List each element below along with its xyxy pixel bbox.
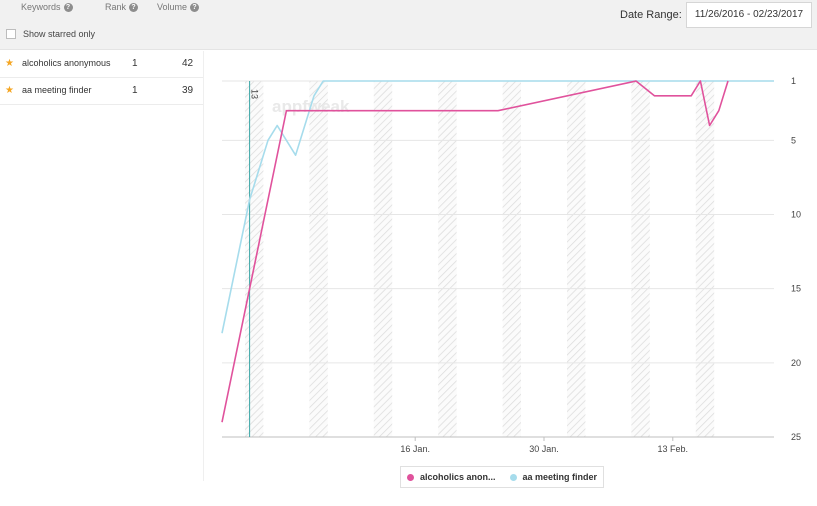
weekend-band — [695, 81, 715, 437]
column-header-rank[interactable]: Rank ? — [105, 2, 139, 12]
y-tick-label: 20 — [791, 358, 801, 368]
legend-label: alcoholics anon... — [420, 472, 496, 482]
x-tick-label: 16 Jan. — [400, 444, 430, 454]
keyword-text: alcoholics anonymous — [22, 58, 111, 68]
star-icon[interactable]: ★ — [5, 58, 14, 69]
column-header-keywords-label: Keywords — [21, 2, 61, 12]
panel-divider — [203, 51, 204, 481]
weekend-band — [309, 81, 328, 437]
date-range-label: Date Range: — [620, 9, 682, 21]
show-starred-label[interactable]: Show starred only — [23, 29, 96, 39]
series-line — [221, 80, 729, 423]
keyword-rank: 1 — [132, 85, 138, 96]
keyword-volume: 42 — [182, 58, 194, 69]
column-header-volume[interactable]: Volume ? — [157, 2, 200, 12]
weekend-band — [373, 81, 393, 437]
series-line — [221, 80, 774, 334]
y-tick-label: 25 — [791, 432, 801, 442]
toolbar: Keywords ? Rank ? Volume ? Show starred … — [0, 0, 817, 50]
keyword-text: aa meeting finder — [22, 85, 92, 95]
x-tick-label: 30 Jan. — [529, 444, 559, 454]
keyword-volume: 39 — [182, 85, 194, 96]
legend-item-aa-finder[interactable]: aa meeting finder — [509, 472, 598, 482]
keyword-row[interactable]: ★ alcoholics anonymous 1 42 — [0, 51, 203, 78]
date-range-input[interactable]: 11/26/2016 - 02/23/2017 — [686, 2, 812, 28]
column-header-keywords[interactable]: Keywords ? — [21, 2, 73, 12]
x-tick-label: 13 Feb. — [658, 444, 689, 454]
show-starred-checkbox[interactable] — [6, 29, 16, 39]
y-tick-label: 15 — [791, 284, 801, 294]
weekend-band — [245, 81, 264, 437]
help-icon[interactable]: ? — [129, 2, 139, 12]
column-header-volume-label: Volume — [157, 2, 188, 12]
legend-item-alcoholics[interactable]: alcoholics anon... — [407, 472, 496, 482]
help-icon[interactable]: ? — [190, 2, 200, 12]
weekend-band — [631, 81, 650, 437]
weekend-band — [438, 81, 457, 437]
legend-dot — [509, 473, 517, 481]
keyword-row[interactable]: ★ aa meeting finder 1 39 — [0, 78, 203, 105]
y-tick-label: 1 — [791, 76, 796, 86]
y-tick-label: 10 — [791, 210, 801, 220]
star-icon[interactable]: ★ — [5, 85, 14, 96]
legend-dot — [407, 473, 414, 481]
keyword-rank: 1 — [132, 58, 138, 69]
chart-legend: alcoholics anon... aa meeting finder — [400, 466, 605, 488]
help-icon[interactable]: ? — [63, 2, 73, 12]
event-marker-label: 13 — [250, 89, 260, 99]
legend-label: aa meeting finder — [522, 472, 598, 482]
weekend-band — [567, 81, 586, 437]
y-tick-label: 5 — [791, 135, 796, 145]
keyword-list: ★ alcoholics anonymous 1 42 ★ aa meeting… — [0, 51, 203, 105]
column-header-rank-label: Rank — [105, 2, 127, 12]
weekend-band — [502, 81, 521, 437]
